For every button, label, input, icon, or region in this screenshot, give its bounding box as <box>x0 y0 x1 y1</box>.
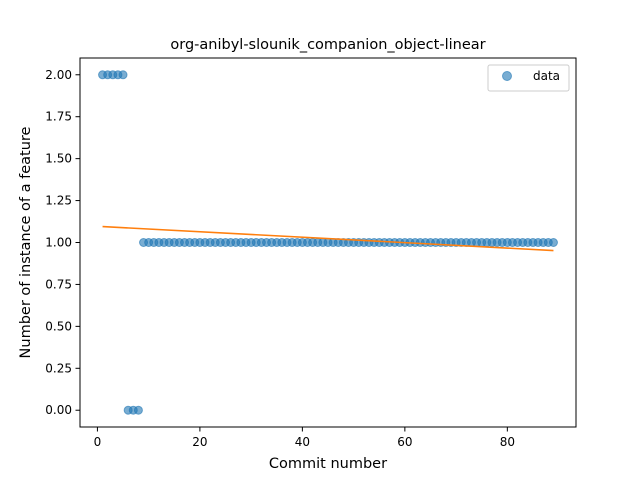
data-point <box>133 405 143 415</box>
legend-marker <box>502 71 512 81</box>
x-tick-label: 20 <box>192 435 207 449</box>
chart-title: org-anibyl-slounik_companion_object-line… <box>170 37 485 53</box>
y-tick-label: 0.50 <box>45 319 72 333</box>
legend: data <box>487 64 570 92</box>
data-layer <box>98 70 558 415</box>
y-tick-label: 0.25 <box>45 361 72 375</box>
data-point <box>548 238 558 247</box>
y-tick-label: 0.75 <box>45 277 72 291</box>
x-tick-label: 0 <box>94 435 102 449</box>
y-tick-label: 1.00 <box>45 236 72 250</box>
x-tick-label: 40 <box>295 435 310 449</box>
y-tick-label: 1.25 <box>45 194 72 208</box>
y-tick-label: 1.75 <box>45 110 72 124</box>
y-tick-label: 0.00 <box>45 403 72 417</box>
y-axis-ticks: 0.00 0.25 0.50 0.75 1.00 1.25 1.50 1.75 2.00 <box>45 68 80 417</box>
x-axis-ticks: 0 20 40 60 80 <box>94 427 515 449</box>
y-tick-label: 1.50 <box>45 152 72 166</box>
x-tick-label: 60 <box>397 435 412 449</box>
x-tick-label: 80 <box>500 435 515 449</box>
y-axis-label: Number of instance of a feature <box>18 126 34 358</box>
legend-label: data <box>533 69 560 83</box>
y-tick-label: 2.00 <box>45 68 72 82</box>
data-point <box>118 70 128 80</box>
fit-line <box>102 225 554 252</box>
x-axis-label: Commit number <box>269 456 387 472</box>
fit-line-layer <box>102 225 554 252</box>
